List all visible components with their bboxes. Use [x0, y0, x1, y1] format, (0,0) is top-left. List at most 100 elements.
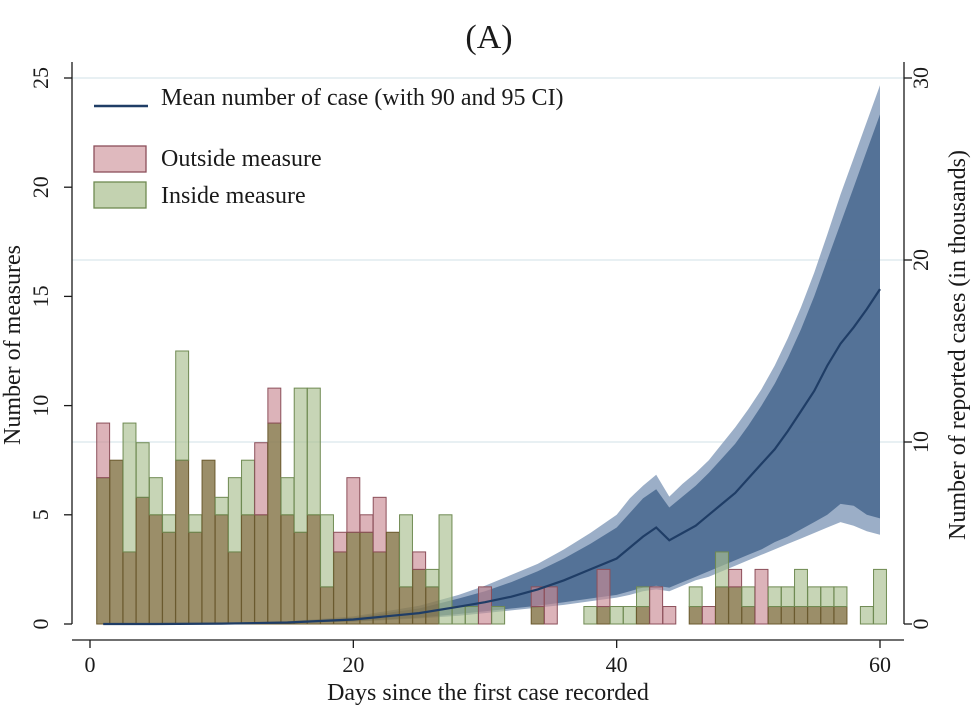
- bar-inside: [767, 586, 782, 608]
- bar-outside: [478, 586, 492, 625]
- bar-inside: [833, 586, 848, 608]
- x-tick-label: 40: [606, 652, 628, 677]
- bar-outside: [543, 586, 558, 625]
- bar-overlap: [596, 606, 611, 625]
- legend-outside-label: Outside measure: [161, 146, 322, 172]
- bar-overlap: [306, 514, 321, 625]
- bar-inside: [188, 514, 203, 533]
- ci90-band: [103, 114, 880, 625]
- bar-inside: [320, 514, 334, 588]
- y-tick-label: 20: [28, 176, 53, 198]
- bar-overlap: [767, 606, 782, 625]
- bar-inside: [148, 477, 163, 516]
- bar-inside: [175, 350, 190, 461]
- bar-overlap: [320, 586, 334, 625]
- bar-inside: [438, 514, 453, 625]
- axes: [71, 62, 905, 641]
- y-tick-label: 25: [28, 67, 53, 89]
- bar-inside: [715, 551, 729, 588]
- bar-overlap: [807, 606, 822, 625]
- y-tick-label: 10: [28, 395, 53, 417]
- bar-overlap: [241, 514, 255, 625]
- bar-overlap: [780, 606, 795, 625]
- bar-inside: [780, 586, 795, 608]
- bar-overlap: [188, 531, 203, 625]
- bar-overlap: [636, 606, 650, 625]
- bar-overlap: [175, 459, 190, 625]
- bar-overlap: [227, 551, 242, 625]
- bar-inside: [306, 387, 321, 516]
- y2-axis-label: Number of reported cases (in thousands): [945, 150, 971, 540]
- bar-overlap: [109, 459, 124, 625]
- bar-overlap: [162, 531, 176, 625]
- bar-overlap: [280, 514, 295, 625]
- bar-inside: [688, 586, 703, 608]
- bar-inside: [464, 606, 479, 625]
- mean-cases-line: [103, 288, 881, 626]
- x-tick-label: 20: [342, 652, 364, 677]
- bar-inside: [162, 514, 176, 533]
- bar-overlap: [728, 586, 743, 625]
- bar-inside: [622, 606, 637, 625]
- y-tick-label: 0: [28, 619, 53, 630]
- bar-inside: [741, 586, 756, 608]
- bar-outside: [333, 531, 348, 553]
- bar-overlap: [530, 606, 545, 625]
- bar-inside: [399, 514, 413, 588]
- y2-tick-label: 0: [908, 619, 933, 630]
- y2-tick-label: 20: [908, 249, 933, 271]
- bar-overlap: [201, 459, 216, 625]
- mean-line-group: [103, 288, 881, 626]
- bar-overlap: [254, 514, 269, 625]
- bar-overlap: [425, 586, 440, 625]
- x-tick-label: 0: [85, 652, 96, 677]
- legend-outside-swatch: [93, 145, 147, 173]
- legend: Mean number of case (with 90 and 95 CI) …: [93, 85, 564, 209]
- bar-overlap: [96, 477, 111, 625]
- ticks: 0 5 10 15 20 25 0 10 20 30 0 20 40 60: [28, 67, 933, 677]
- bar-inside: [636, 586, 650, 608]
- bar-inside: [794, 568, 808, 608]
- x-tick-label: 60: [869, 652, 891, 677]
- bar-outside: [754, 568, 769, 625]
- bar-inside: [873, 568, 887, 625]
- legend-line-label: Mean number of case (with 90 and 95 CI): [161, 85, 564, 111]
- bar-overlap: [741, 606, 756, 625]
- bar-inside: [491, 606, 506, 625]
- y-axis-label: Number of measures: [0, 245, 26, 445]
- bar-inside: [293, 387, 308, 533]
- bar-overlap: [214, 514, 229, 625]
- bar-overlap: [148, 514, 163, 625]
- ci95-band: [103, 85, 880, 625]
- bar-overlap: [372, 551, 387, 625]
- bar-overlap: [267, 422, 282, 625]
- bar-overlap: [333, 551, 348, 625]
- bar-outside: [96, 422, 111, 479]
- confidence-bands: [103, 85, 880, 625]
- bar-inside: [859, 606, 874, 625]
- bar-outside: [701, 606, 716, 625]
- bar-inside: [609, 606, 624, 625]
- legend-inside-swatch: [93, 181, 147, 209]
- bar-inside: [583, 606, 598, 625]
- bar-outside: [412, 551, 427, 570]
- y-tick-label: 5: [28, 509, 53, 520]
- bar-inside: [122, 422, 137, 553]
- bar-overlap: [385, 531, 400, 625]
- bar-outside: [662, 606, 677, 625]
- bar-overlap: [359, 531, 374, 625]
- bar-outside: [267, 387, 282, 424]
- bar-overlap: [820, 606, 835, 625]
- bar-inside: [214, 496, 229, 516]
- bar-outside: [372, 496, 387, 553]
- bar-overlap: [399, 586, 413, 625]
- bar-inside: [227, 477, 242, 553]
- bar-outside: [254, 442, 269, 516]
- bar-outside: [359, 514, 374, 533]
- bar-inside: [135, 442, 150, 498]
- bar-overlap: [293, 531, 308, 625]
- bar-overlap: [715, 586, 729, 625]
- bar-inside: [425, 568, 440, 588]
- bars: [96, 350, 887, 625]
